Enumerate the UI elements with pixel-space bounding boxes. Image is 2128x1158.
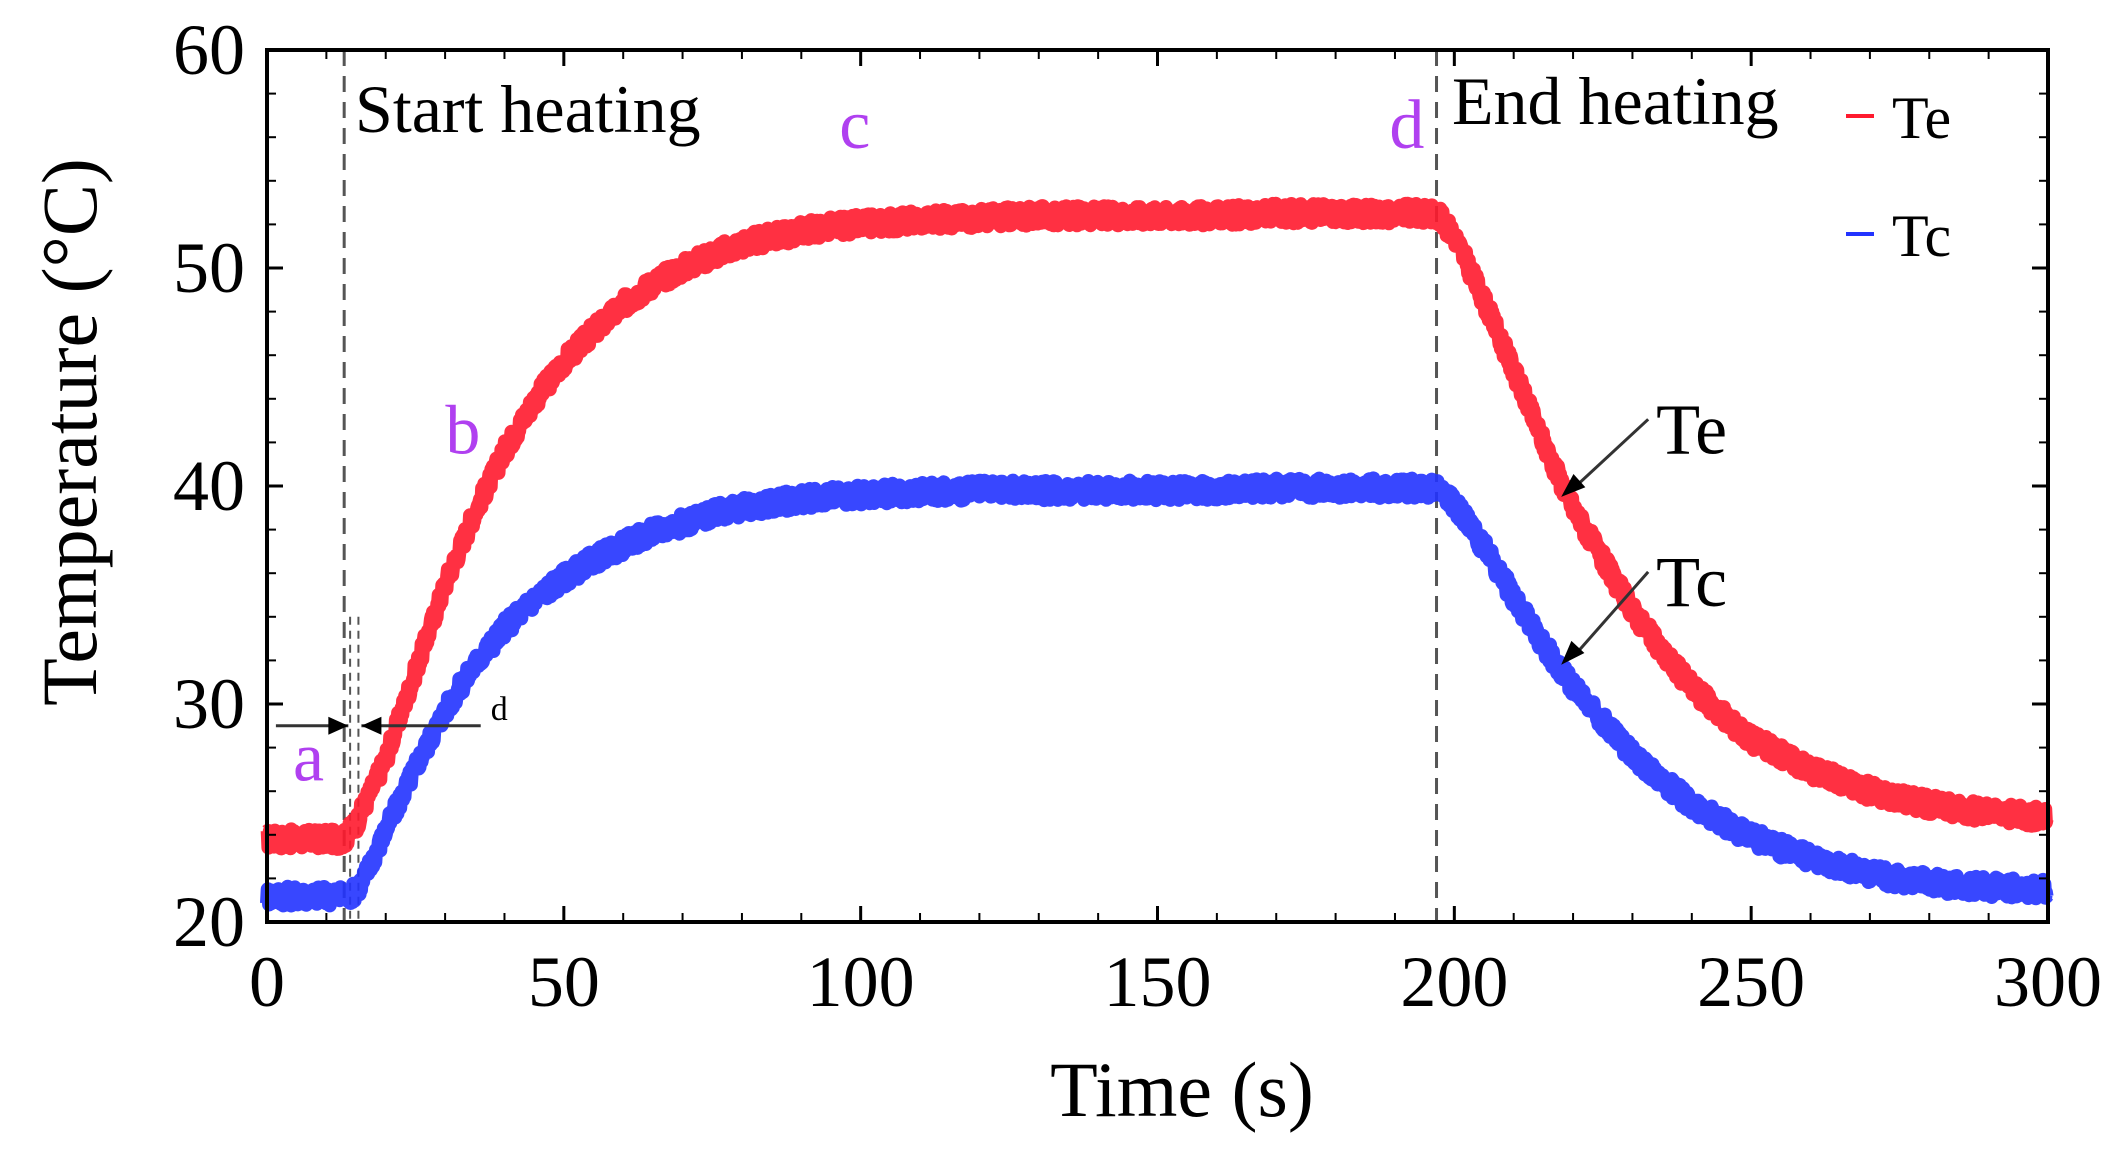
point-label-c: c <box>839 87 870 164</box>
curve-arrowhead-tc <box>1561 640 1585 665</box>
point-label-a: a <box>293 719 324 796</box>
curve-label-te: Te <box>1656 389 1727 469</box>
y-tick-label: 60 <box>173 10 245 90</box>
point-label-b: b <box>445 392 480 469</box>
delay-arrowhead-left <box>328 716 349 735</box>
start-heating-label: Start heating <box>355 71 701 147</box>
y-tick-label: 40 <box>173 446 245 526</box>
y-axis-title: Temperature (°C) <box>26 158 113 706</box>
curve-arrow-line-te <box>1574 418 1650 489</box>
x-tick-label: 100 <box>807 942 915 1022</box>
curve-label-tc: Tc <box>1656 542 1727 622</box>
y-tick-label: 30 <box>173 664 245 744</box>
x-tick-label: 150 <box>1104 942 1212 1022</box>
x-tick-label: 200 <box>1400 942 1508 1022</box>
end-heating-label: End heating <box>1452 63 1779 139</box>
series-line-tc <box>260 471 2054 913</box>
y-tick-label: 50 <box>173 228 245 308</box>
x-tick-label: 300 <box>1994 942 2102 1022</box>
annotations-layer: a b c d d Te Tc Te Tc <box>275 85 1951 796</box>
series-line-te <box>260 196 2054 856</box>
curve-arrowhead-te <box>1561 473 1586 497</box>
x-tick-label: 250 <box>1697 942 1805 1022</box>
x-tick-label: 50 <box>528 942 600 1022</box>
curve-arrow-line-tc <box>1574 570 1650 656</box>
y-tick-label: 20 <box>173 882 245 962</box>
delay-arrowhead-right <box>361 716 382 735</box>
x-tick-label: 0 <box>249 942 285 1022</box>
delay-marker-label: d <box>491 691 508 728</box>
series-layer <box>260 196 2054 913</box>
legend-label-tc: Tc <box>1892 203 1951 269</box>
legend-label-te: Te <box>1892 85 1951 151</box>
x-axis-title: Time (s) <box>1050 1046 1314 1133</box>
axes-layer: 0 50 100 150 200 250 300 20 30 40 50 60 <box>173 10 2102 1022</box>
point-label-d: d <box>1389 87 1424 164</box>
